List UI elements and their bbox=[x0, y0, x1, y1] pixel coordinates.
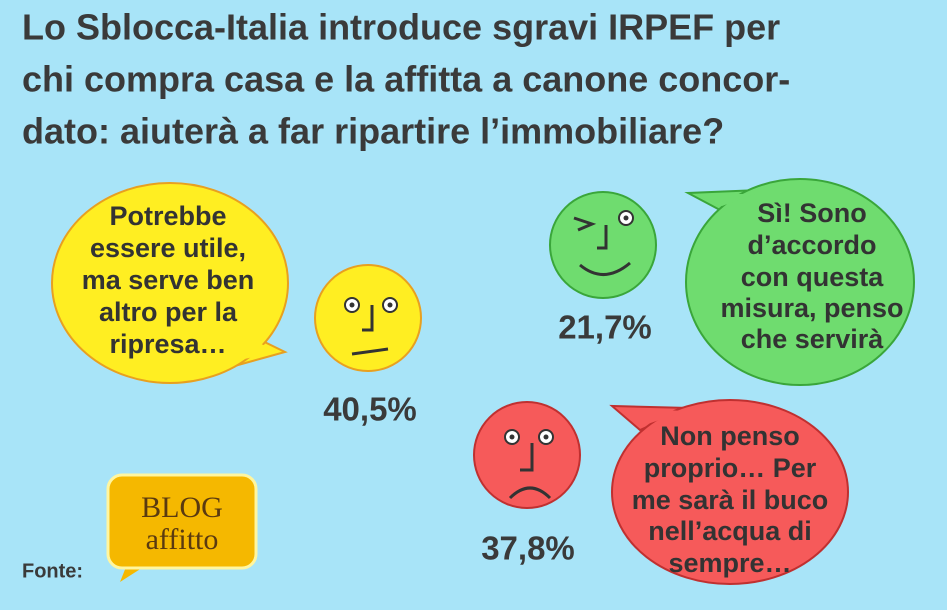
bubble-text: Sì! Sono bbox=[757, 198, 867, 228]
bubble-text: altro per la bbox=[99, 297, 238, 327]
logo bbox=[106, 473, 258, 582]
percent: 40,5% bbox=[323, 391, 417, 428]
title-line: Lo Sblocca-Italia introduce sgravi IRPEF… bbox=[22, 7, 780, 48]
logo-text: affitto bbox=[146, 523, 219, 556]
red-speech-bubble bbox=[609, 399, 849, 585]
bubble-text: che servirà bbox=[741, 324, 885, 354]
percent: 37,8% bbox=[481, 530, 575, 567]
percent: 21,7% bbox=[558, 309, 652, 346]
bubble-text: sempre… bbox=[668, 548, 791, 578]
bubble-text: nell’acqua di bbox=[648, 516, 812, 546]
bubble-text: Non penso bbox=[660, 421, 800, 451]
bubble-text: ma serve ben bbox=[82, 265, 255, 295]
green-speech-bubble bbox=[684, 178, 915, 386]
happy-face bbox=[549, 191, 657, 299]
sad-face bbox=[473, 401, 581, 509]
bubble-text: ripresa… bbox=[109, 329, 226, 359]
source-label: Fonte: bbox=[22, 560, 83, 582]
title-line: chi compra casa e la affitta a canone co… bbox=[22, 59, 790, 100]
bubble-text: con questa bbox=[741, 262, 885, 292]
bubble-text: Potrebbe bbox=[109, 201, 226, 231]
title-line: dato: aiuterà a far ripartire l’immobili… bbox=[22, 111, 724, 152]
bubble-text: proprio… Per bbox=[644, 453, 817, 483]
logo-text: BLOG bbox=[141, 491, 223, 524]
bubble-text: me sarà il buco bbox=[632, 485, 829, 515]
bubble-text: essere utile, bbox=[90, 233, 246, 263]
bubble-text: d’accordo bbox=[747, 230, 876, 260]
bubble-text: misura, penso bbox=[720, 293, 903, 323]
yellow-speech-bubble bbox=[51, 182, 289, 384]
neutral-face bbox=[314, 264, 422, 372]
